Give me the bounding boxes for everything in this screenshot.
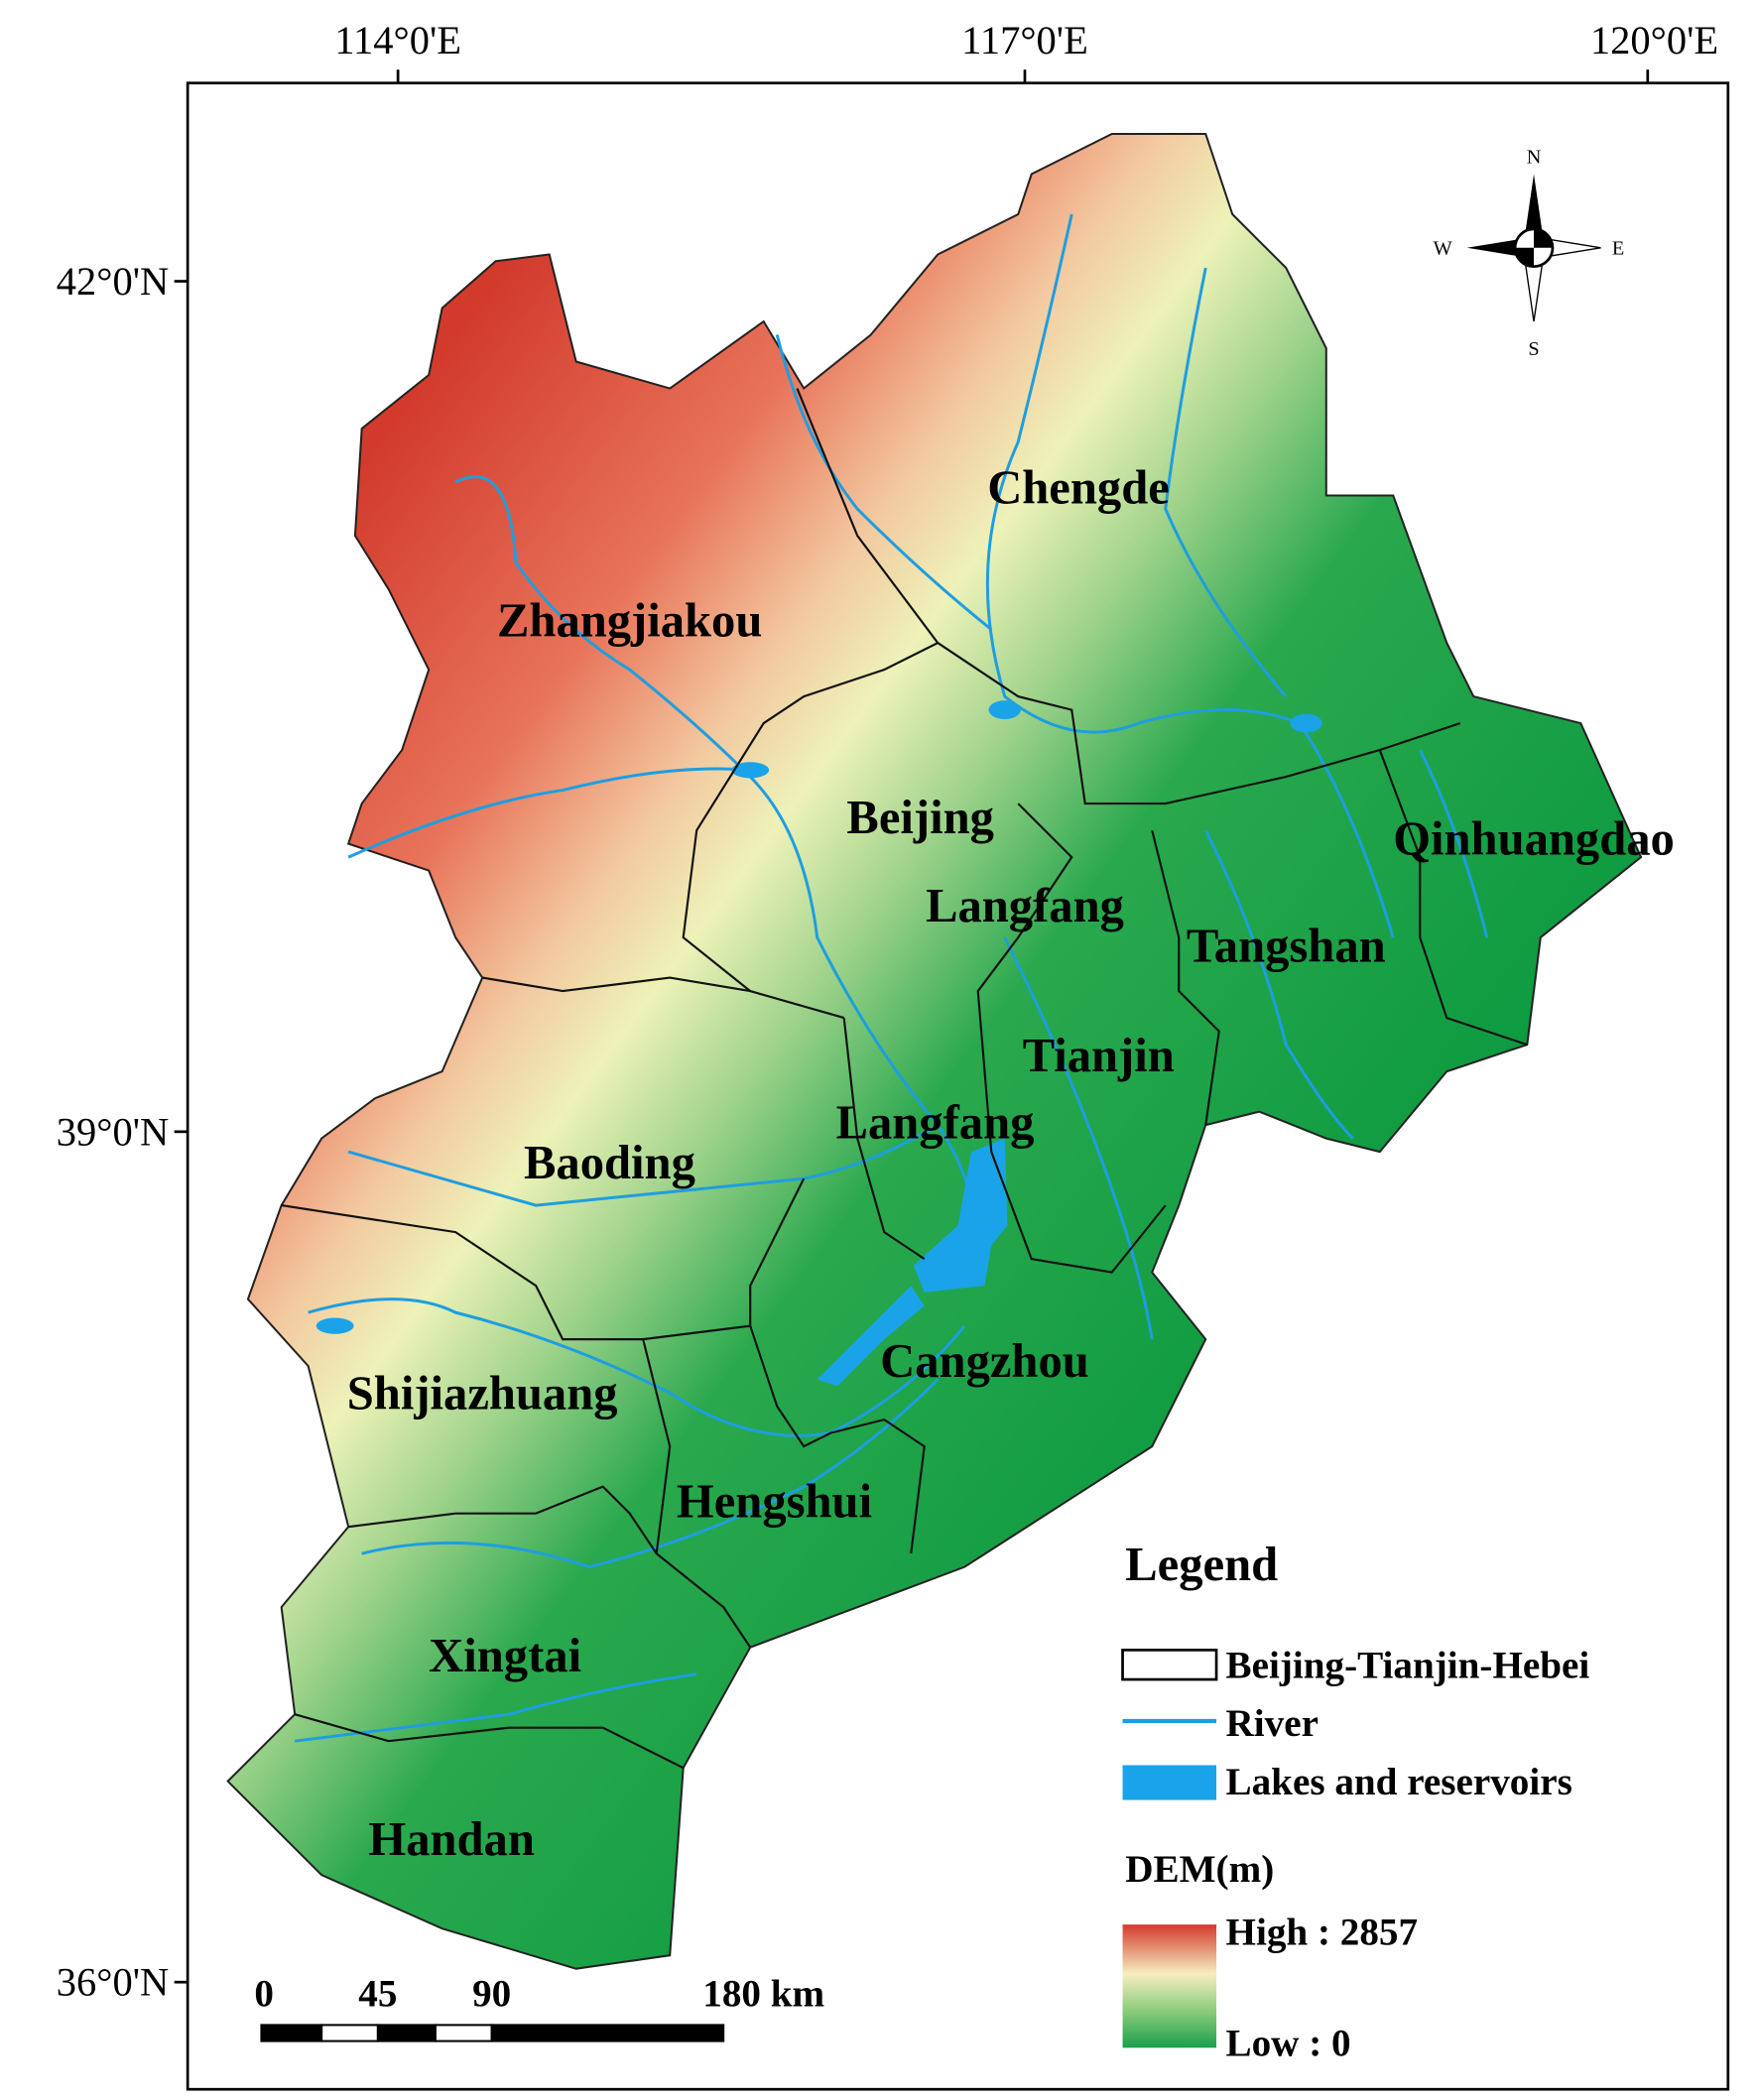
longitude-label: 114°0'E [334,18,461,62]
graticule-ticks [174,69,1650,1984]
legend-dem-title: DEM(m) [1125,1848,1274,1891]
legend-dem-ramp [1122,1924,1217,2048]
legend-swatch-boundary [1121,1649,1218,1681]
latitude-label: 36°0'N [57,1960,169,2005]
latitude-label: 39°0'N [57,1109,169,1154]
place-label: Hengshui [677,1475,872,1529]
place-label: Shijiazhuang [347,1366,618,1420]
place-label: Handan [368,1812,534,1866]
scale-label: 90 [472,1972,511,2015]
place-label: Xingtai [429,1629,581,1682]
place-label: Baoding [524,1136,695,1189]
scale-label: 45 [358,1972,397,2015]
place-label: Qinhuangdao [1393,811,1675,865]
region-dem [226,133,1643,1970]
scale-label: 0 [254,1972,274,2015]
rivers [294,213,1489,1743]
legend-dem-high: High : 2857 [1226,1911,1419,1953]
place-label: Langfang [926,879,1124,932]
place-label: Tangshan [1187,919,1386,972]
legend-label: Lakes and reservoirs [1226,1761,1572,1803]
place-label: Langfang [836,1096,1035,1150]
compass-label: E [1612,238,1624,260]
lakes [315,700,1322,1387]
place-label: Zhangjiakou [497,593,762,647]
place-label: Beijing [846,791,994,844]
legend-label: River [1226,1702,1319,1745]
place-label: Tianjin [1023,1029,1175,1082]
legend-dem-low: Low : 0 [1226,2022,1351,2064]
north-arrow [1466,174,1601,322]
legend-swatch-lake [1122,1765,1217,1800]
legend-title: Legend [1125,1538,1278,1591]
longitude-label: 117°0'E [961,18,1088,62]
place-label: Cangzhou [880,1334,1089,1388]
place-label: Chengde [987,461,1170,515]
longitude-label: 120°0'E [1590,18,1718,62]
scale-label: 180 km [702,1972,824,2015]
compass-label: S [1528,338,1539,360]
admin-boundaries [281,388,1528,1770]
compass-label: W [1434,238,1453,260]
legend-label: Beijing-Tianjin-Hebei [1226,1645,1590,1687]
compass-label: N [1527,147,1542,169]
scale-bar [260,2024,725,2042]
latitude-label: 42°0'N [57,259,169,304]
